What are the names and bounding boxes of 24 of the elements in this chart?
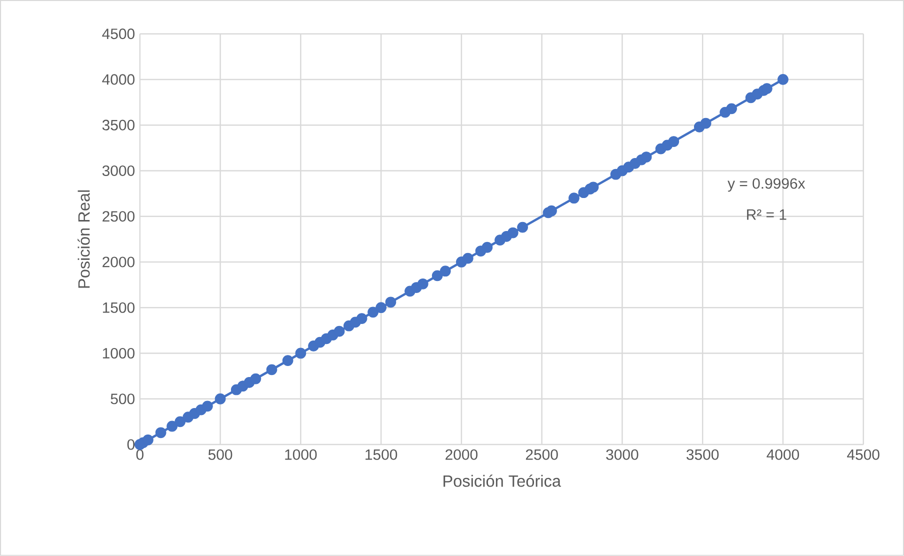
x-tick-label: 1500	[366, 449, 398, 460]
x-axis-title: Posición Teórica	[444, 474, 562, 487]
y-tick-label: 3000	[102, 166, 134, 176]
x-tick-label: 4000	[766, 449, 800, 460]
y-tick-label: 4500	[102, 28, 134, 40]
y-tick-label: 4000	[102, 74, 134, 85]
x-tick-label: 500	[208, 449, 232, 460]
x-tick-label: 3500	[686, 449, 719, 460]
x-tick-label: 4500	[847, 449, 880, 460]
y-tick-label: 0	[127, 439, 135, 450]
x-tick-label: 2000	[446, 449, 478, 460]
y-tick-label: 2500	[102, 211, 134, 222]
x-tick-label: 2500	[526, 449, 558, 460]
y-tick-label: 1000	[102, 348, 134, 359]
x-tick-label: 0	[136, 449, 144, 460]
x-tick-label: 1000	[285, 449, 317, 460]
annotation: R² = 1	[747, 209, 786, 220]
y-tick-label: 3500	[102, 120, 134, 130]
y-tick-label: 500	[110, 394, 134, 404]
y-axis-title: Posición Real	[78, 190, 90, 288]
y-tick-label: 1500	[102, 302, 134, 313]
x-tick-label: 3000	[606, 449, 638, 460]
annotation: y = 0.9996x	[728, 178, 806, 192]
y-tick-label: 2000	[102, 256, 134, 268]
